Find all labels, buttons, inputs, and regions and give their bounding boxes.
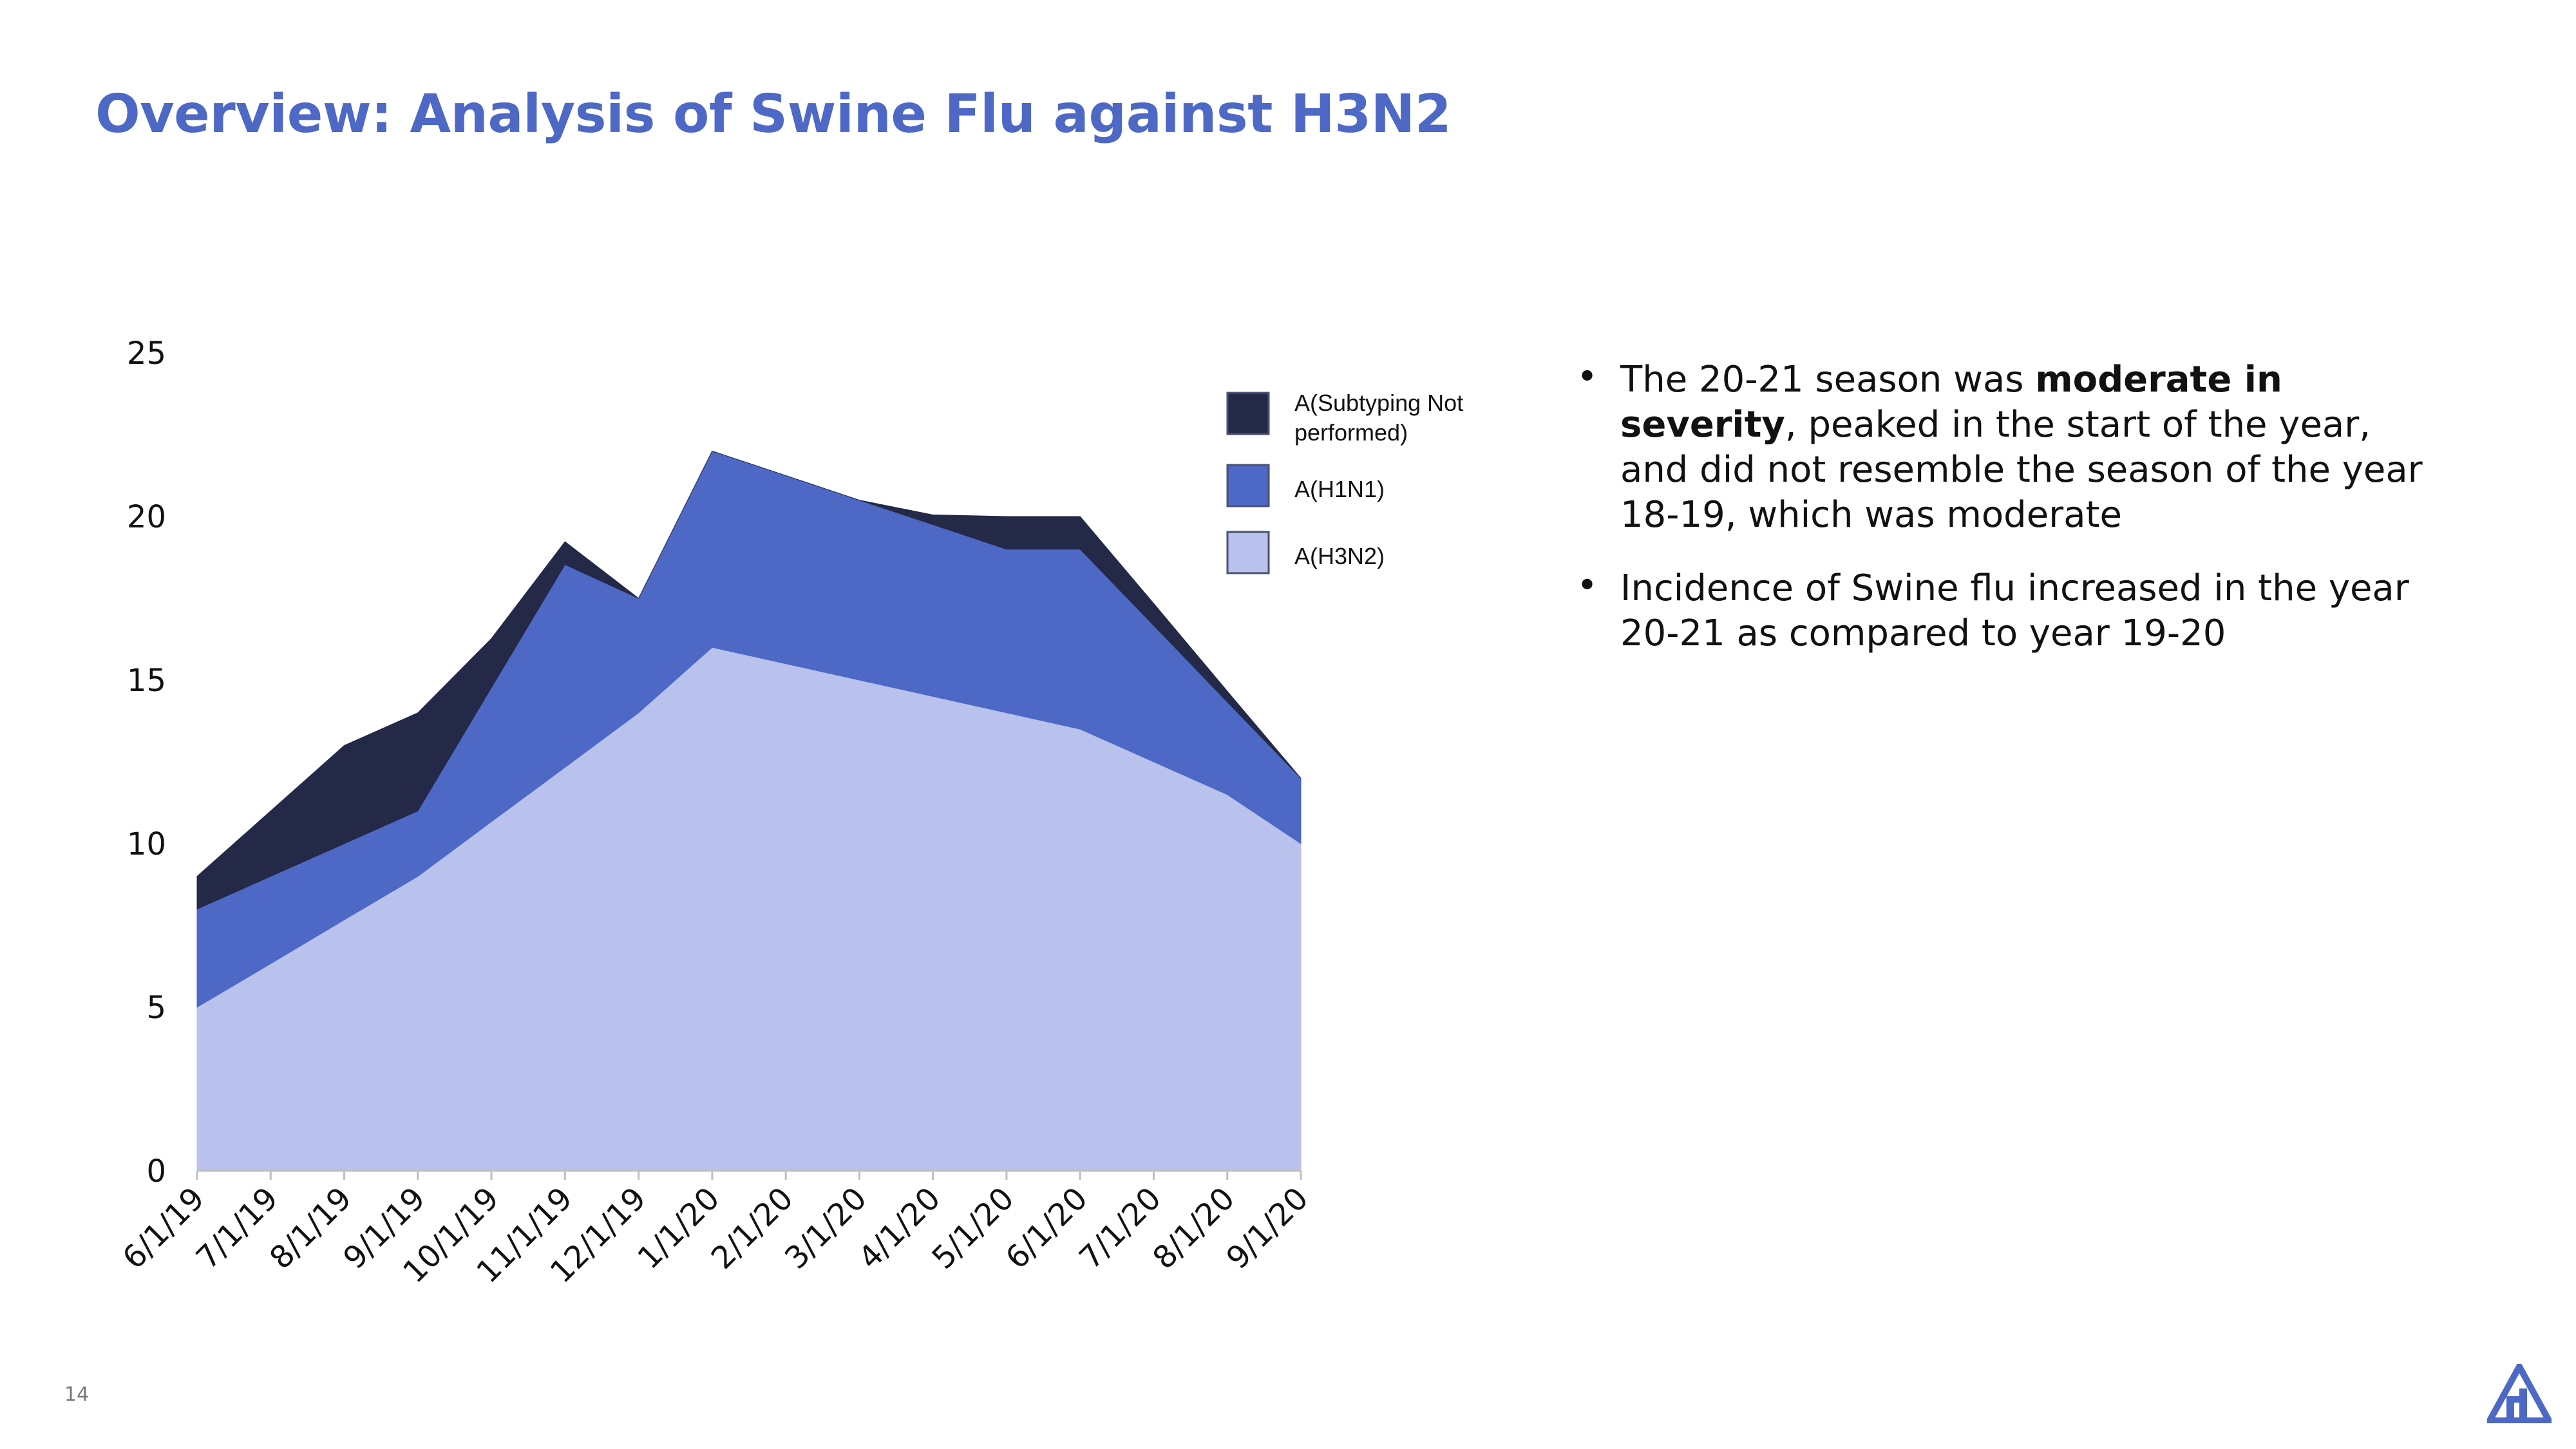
y-tick-label: 15 bbox=[127, 663, 166, 699]
legend-label: A(Subtyping Not performed) bbox=[1294, 390, 1463, 446]
x-tick-label: 9/1/20 bbox=[1220, 1180, 1316, 1276]
bullet-dot-icon: • bbox=[1577, 565, 1598, 607]
bullet-text: , peaked in the start of the year, and d… bbox=[1620, 404, 2423, 536]
chart-areas bbox=[196, 450, 1302, 1171]
bullet-text: Incidence of Swine flu increased in the … bbox=[1620, 567, 2409, 654]
legend-label: A(H1N1) bbox=[1294, 476, 1385, 502]
legend-label: A(H3N2) bbox=[1294, 543, 1385, 569]
bullet-bold-text: moderate in severity bbox=[1620, 359, 2282, 446]
chart-legend: A(Subtyping Not performed) A(H1N1) A(H3N2) bbox=[1226, 390, 1463, 574]
legend-swatch bbox=[1226, 531, 1270, 574]
bullet-text: The 20-21 season was bbox=[1620, 359, 2036, 401]
x-tick-label: 4/1/20 bbox=[851, 1180, 947, 1276]
x-tick-label: 1/1/20 bbox=[631, 1180, 727, 1276]
bullet-item: • Incidence of Swine flu increased in th… bbox=[1571, 565, 2428, 656]
x-tick-label: 5/1/20 bbox=[925, 1180, 1021, 1276]
x-tick-label: 2/1/20 bbox=[705, 1180, 800, 1276]
y-tick-label: 0 bbox=[146, 1153, 166, 1189]
triangle-logo-icon bbox=[2487, 1364, 2552, 1423]
slide-title: Overview: Analysis of Swine Flu against … bbox=[95, 84, 1452, 145]
y-tick-label: 20 bbox=[127, 499, 166, 535]
slide-number: 14 bbox=[64, 1383, 90, 1406]
y-tick-label: 25 bbox=[127, 336, 166, 372]
x-tick-label: 7/1/19 bbox=[189, 1180, 285, 1276]
bullet-list: • The 20-21 season was moderate in sever… bbox=[1571, 356, 2428, 685]
x-tick-label: 6/1/19 bbox=[116, 1180, 212, 1276]
x-tick-label: 6/1/20 bbox=[999, 1180, 1095, 1276]
bullet-dot-icon: • bbox=[1577, 356, 1598, 398]
y-tick-label: 5 bbox=[146, 990, 166, 1026]
x-tick-label: 3/1/20 bbox=[778, 1180, 874, 1276]
x-tick-label: 8/1/20 bbox=[1146, 1180, 1242, 1276]
x-tick-label: 7/1/20 bbox=[1072, 1180, 1168, 1276]
legend-swatch bbox=[1226, 392, 1270, 435]
legend-swatch bbox=[1226, 464, 1270, 507]
x-tick-label: 8/1/19 bbox=[263, 1180, 359, 1276]
area-a-subtyping-not-performed bbox=[196, 450, 1302, 910]
y-tick-label: 10 bbox=[127, 826, 166, 862]
bullet-item: • The 20-21 season was moderate in sever… bbox=[1571, 356, 2428, 538]
